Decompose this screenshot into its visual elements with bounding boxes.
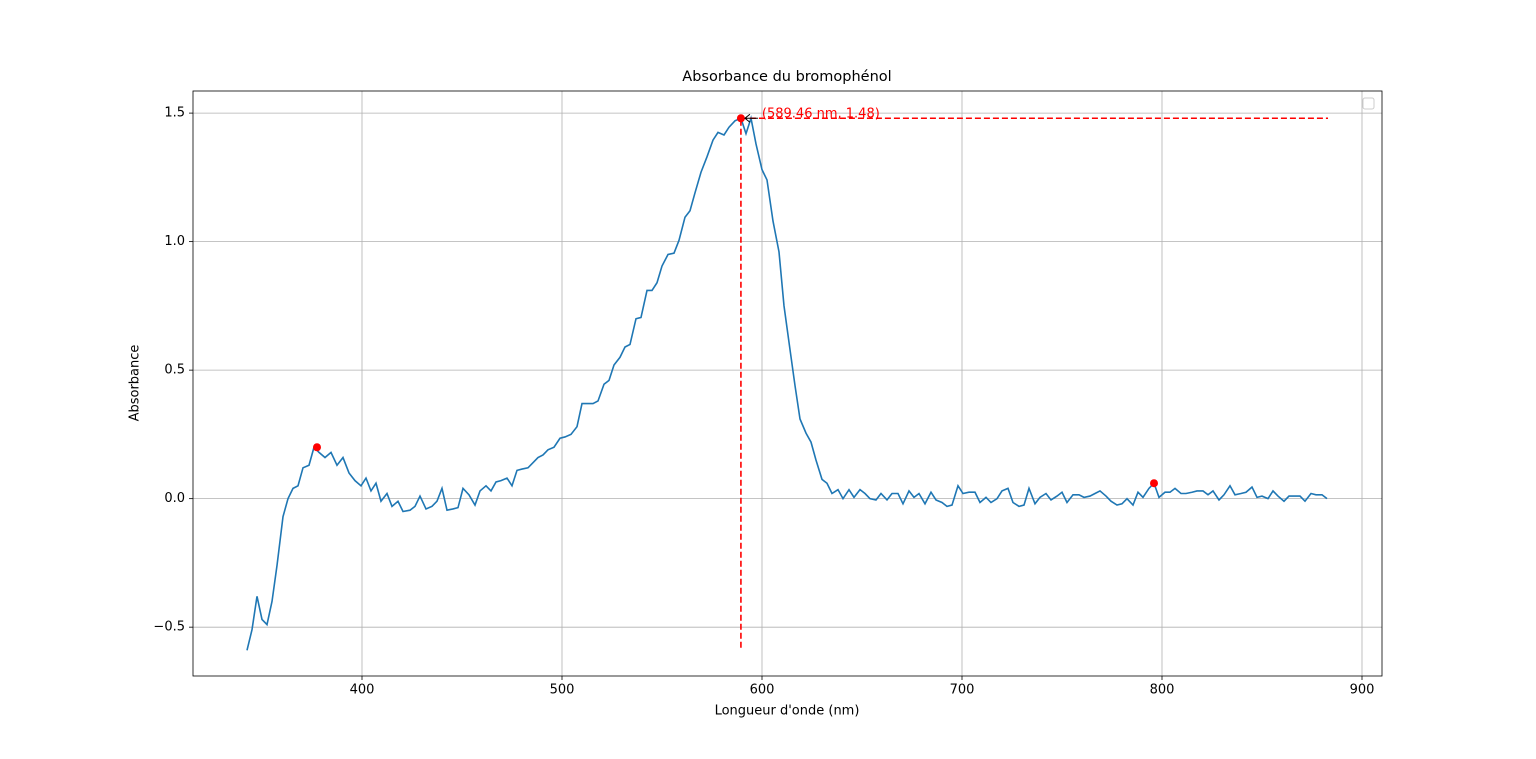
legend-box bbox=[1362, 97, 1375, 110]
y-tick-label: 1.0 bbox=[164, 234, 185, 249]
x-tick-label: 900 bbox=[1350, 683, 1375, 698]
x-tick-label: 400 bbox=[350, 683, 375, 698]
x-tick-label: 600 bbox=[750, 683, 775, 698]
data-line bbox=[246, 115, 1328, 651]
y-tick-label: −0.5 bbox=[153, 620, 185, 635]
y-tick-label: 0.5 bbox=[164, 363, 185, 378]
marker bbox=[736, 114, 745, 123]
marker bbox=[313, 443, 321, 452]
plot-frame bbox=[192, 90, 1383, 677]
y-tick-label: 0.0 bbox=[164, 491, 185, 506]
y-tick-label: 1.5 bbox=[164, 106, 185, 121]
x-tick-label: 700 bbox=[950, 683, 975, 698]
x-tick-label: 500 bbox=[550, 683, 575, 698]
annotation: (589.46 nm, 1.48) bbox=[762, 107, 880, 122]
marker bbox=[1150, 479, 1158, 488]
annotation-arrowhead bbox=[744, 113, 751, 123]
chart-title: Absorbance du bromophénol bbox=[682, 69, 891, 85]
x-tick-label: 800 bbox=[1150, 683, 1175, 698]
x-axis-label: Longueur d'onde (nm) bbox=[715, 704, 860, 719]
y-axis-label: Absorbance bbox=[128, 345, 143, 422]
